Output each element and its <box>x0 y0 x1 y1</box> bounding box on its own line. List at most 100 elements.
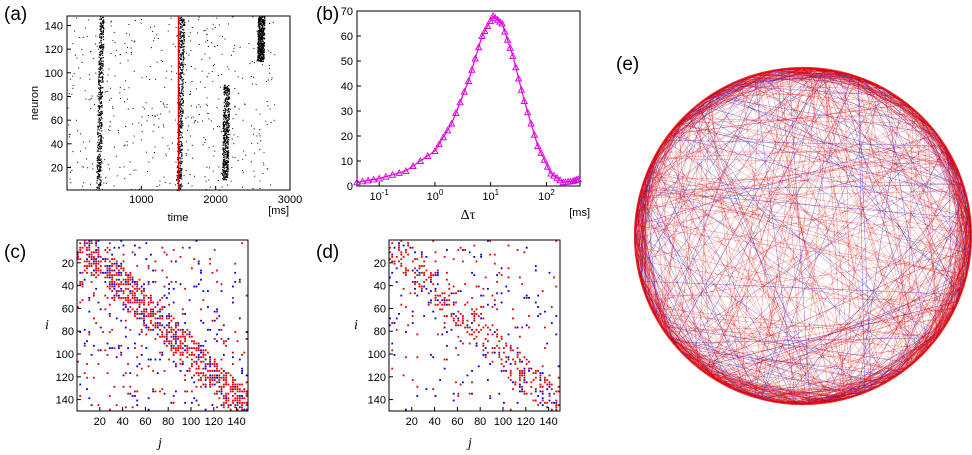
matrix-cell <box>197 356 200 359</box>
network-edge <box>634 170 649 233</box>
matrix-cell <box>411 281 414 283</box>
spike-dot <box>100 30 103 33</box>
matrix-cell <box>211 363 214 365</box>
network-edge <box>637 77 748 205</box>
matrix-cell <box>528 367 530 370</box>
matrix-cell <box>455 315 457 318</box>
spike-dot <box>98 186 100 188</box>
spike-dot <box>99 22 101 24</box>
network-edge <box>912 294 961 364</box>
matrix-cell <box>418 271 421 274</box>
spike-dot <box>124 178 126 180</box>
triangle-marker <box>447 119 456 127</box>
network-edge <box>687 77 748 114</box>
matrix-cell <box>175 281 177 283</box>
spike-dot <box>180 23 182 25</box>
matrix-cell <box>471 370 473 372</box>
spike-dot <box>257 35 259 37</box>
spike-dot <box>262 23 265 25</box>
spike-dot <box>259 18 261 20</box>
spike-dot <box>179 27 181 30</box>
spike-dot <box>224 110 226 112</box>
matrix-cell <box>111 262 114 265</box>
spike-dot <box>182 109 184 111</box>
spike-dot <box>223 151 225 153</box>
spike-dot <box>97 132 99 135</box>
spike-dot <box>257 25 260 27</box>
network-edge <box>640 177 646 282</box>
matrix-cell <box>83 242 86 245</box>
network-edge <box>650 307 717 380</box>
spike-dot <box>99 127 102 129</box>
matrix-cell <box>238 278 241 281</box>
spike-dot <box>235 113 237 115</box>
triangle-marker <box>534 142 542 149</box>
matrix-cell <box>225 392 228 395</box>
network-edge <box>728 85 972 233</box>
spike-dot <box>263 22 265 24</box>
spike-dot <box>258 32 261 34</box>
matrix-cell <box>197 379 200 381</box>
matrix-cell <box>140 317 143 320</box>
matrix-cell <box>414 258 416 261</box>
spike-dot <box>223 128 225 130</box>
spike-dot <box>259 19 261 22</box>
matrix-cell <box>211 370 214 372</box>
matrix-cell <box>177 338 180 340</box>
matrix-cell <box>127 287 130 290</box>
matrix-cell <box>519 335 521 338</box>
matrix-cell <box>97 267 100 270</box>
matrix-cell <box>191 365 193 368</box>
spike-dot <box>227 160 229 163</box>
spike-dot <box>97 186 99 188</box>
triangle-marker <box>364 176 372 184</box>
matrix-cell <box>120 319 123 322</box>
spike-dot <box>98 105 100 107</box>
matrix-cell <box>216 390 218 393</box>
matrix-cell <box>241 367 244 370</box>
matrix-cell <box>207 370 209 372</box>
matrix-cell <box>95 271 98 274</box>
network-edge <box>640 190 762 399</box>
network-edge <box>954 164 971 254</box>
y-tick-label: 80 <box>51 91 63 103</box>
spike-dot <box>183 39 185 41</box>
matrix-cell <box>184 349 187 352</box>
network-edge <box>957 170 961 295</box>
network-edge <box>837 71 924 354</box>
matrix-cell <box>127 301 130 304</box>
spike-dot <box>176 170 179 173</box>
spike-dot <box>223 101 225 104</box>
matrix-cell <box>104 276 107 279</box>
network-edge <box>857 204 969 395</box>
network-edge <box>647 300 699 368</box>
matrix-cell <box>216 363 218 365</box>
matrix-cell <box>546 342 549 345</box>
spike-dot <box>119 166 121 168</box>
network-edge <box>642 184 646 295</box>
network-edge <box>682 353 729 387</box>
spike-dot <box>257 58 260 60</box>
network-edge <box>709 69 825 376</box>
spike-dot <box>226 141 228 144</box>
spike-dot <box>182 112 184 114</box>
spike-dot <box>227 170 229 172</box>
spike-dot <box>223 169 225 171</box>
matrix-cell <box>414 281 416 283</box>
network-edge <box>754 75 852 397</box>
network-edge <box>709 287 963 377</box>
spike-dot <box>251 125 253 127</box>
spike-dot <box>179 124 181 126</box>
matrix-cell <box>97 246 100 249</box>
matrix-cell <box>213 338 216 340</box>
matrix-cell <box>127 274 130 277</box>
network-edge <box>922 118 938 338</box>
spike-dot <box>102 63 104 65</box>
y-tick-label: 40 <box>51 139 63 151</box>
spike-dot <box>227 174 229 176</box>
network-edge <box>895 190 966 376</box>
spike-dot <box>227 154 229 156</box>
spike-dot <box>226 157 228 159</box>
matrix-cell <box>131 301 134 304</box>
matrix-cell <box>457 392 460 395</box>
